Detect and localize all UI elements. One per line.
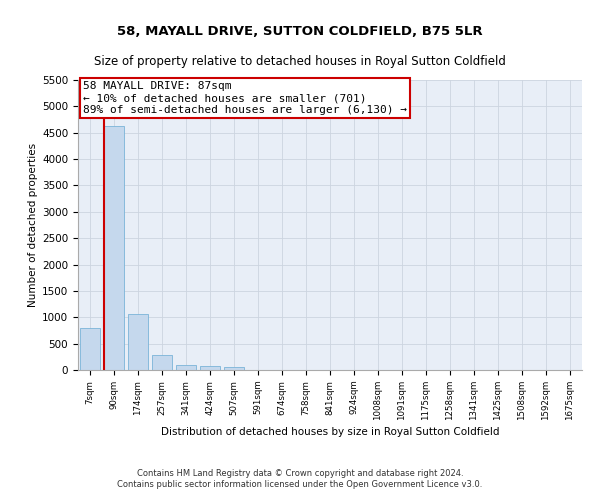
Bar [200,366,220,370]
Text: Contains HM Land Registry data © Crown copyright and database right 2024.: Contains HM Land Registry data © Crown c… [137,469,463,478]
X-axis label: Distribution of detached houses by size in Royal Sutton Coldfield: Distribution of detached houses by size … [161,427,499,437]
Bar [152,355,172,370]
Bar [104,126,124,370]
Bar [80,328,100,370]
Bar [128,314,148,370]
Y-axis label: Number of detached properties: Number of detached properties [28,143,38,307]
Text: Contains public sector information licensed under the Open Government Licence v3: Contains public sector information licen… [118,480,482,489]
Text: 58 MAYALL DRIVE: 87sqm
← 10% of detached houses are smaller (701)
89% of semi-de: 58 MAYALL DRIVE: 87sqm ← 10% of detached… [83,82,407,114]
Text: Size of property relative to detached houses in Royal Sutton Coldfield: Size of property relative to detached ho… [94,55,506,68]
Bar [224,367,244,370]
Text: 58, MAYALL DRIVE, SUTTON COLDFIELD, B75 5LR: 58, MAYALL DRIVE, SUTTON COLDFIELD, B75 … [117,25,483,38]
Bar [176,366,196,370]
